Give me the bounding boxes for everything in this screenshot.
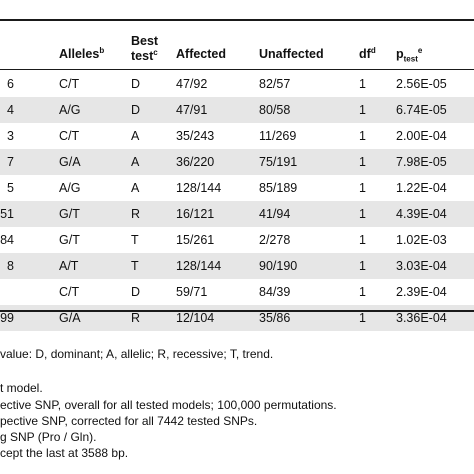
snp-cell: 99: [0, 311, 14, 325]
best-test-cell: T: [131, 233, 139, 247]
p-test-cell: 4.39E-04: [396, 207, 447, 221]
alleles-cell: G/T: [59, 233, 80, 247]
best-test-cell: A: [131, 181, 140, 195]
best-test-cell: R: [131, 311, 141, 325]
table-row: C/T D 59/71 84/39 1 2.39E-04: [0, 279, 474, 305]
snp-cell: 6: [7, 77, 14, 91]
table-row: 8 A/T T 128/144 90/190 1 3.03E-04: [0, 253, 474, 279]
table-row: 6 C/T D 47/92 82/57 1 2.56E-05: [0, 71, 474, 97]
alleles-cell: G/A: [59, 155, 81, 169]
p-test-cell: 6.74E-05: [396, 103, 447, 117]
df-cell: 1: [359, 129, 366, 143]
footnote-5: g SNP (Pro / Gln).: [0, 430, 97, 444]
footnote-6: cept the last at 3588 bp.: [0, 446, 129, 460]
snp-cell: 3: [7, 129, 14, 143]
p-test-cell: 2.39E-04: [396, 285, 447, 299]
unaffected-cell: 80/58: [259, 103, 291, 117]
snp-cell: 84: [0, 233, 14, 247]
df-cell: 1: [359, 259, 366, 273]
table-row: 7 G/A A 36/220 75/191 1 7.98E-05: [0, 149, 474, 175]
table-row: 5 A/G A 128/144 85/189 1 1.22E-04: [0, 175, 474, 201]
unaffected-cell: 35/86: [259, 311, 291, 325]
unaffected-cell: 82/57: [259, 77, 291, 91]
footnote-4: pective SNP, corrected for all 7442 test…: [0, 414, 258, 428]
table-row: 3 C/T A 35/243 11/269 1 2.00E-04: [0, 123, 474, 149]
footnote-1: value: D, dominant; A, allelic; R, reces…: [0, 347, 274, 361]
header-df: dfd: [359, 45, 376, 61]
best-test-cell: D: [131, 77, 141, 91]
snp-cell: 51: [0, 207, 14, 221]
df-cell: 1: [359, 155, 366, 169]
best-test-cell: R: [131, 207, 141, 221]
unaffected-cell: 2/278: [259, 233, 291, 247]
header-rule: [0, 69, 474, 70]
alleles-cell: A/G: [59, 181, 81, 195]
best-test-cell: A: [131, 129, 140, 143]
alleles-cell: C/T: [59, 129, 80, 143]
best-test-cell: A: [131, 155, 140, 169]
alleles-cell: A/T: [59, 259, 79, 273]
affected-cell: 12/104: [176, 311, 215, 325]
best-test-cell: D: [131, 103, 141, 117]
affected-cell: 47/92: [176, 77, 208, 91]
header-alleles: Allelesb: [59, 45, 105, 61]
df-cell: 1: [359, 77, 366, 91]
p-test-cell: 7.98E-05: [396, 155, 447, 169]
footnote-2: t model.: [0, 381, 43, 395]
p-test-cell: 1.22E-04: [396, 181, 447, 195]
table-top-rule: [0, 19, 474, 21]
affected-cell: 16/121: [176, 207, 215, 221]
table-row: 51 G/T R 16/121 41/94 1 4.39E-04: [0, 201, 474, 227]
affected-cell: 128/144: [176, 181, 222, 195]
header-affected: Affected: [176, 47, 227, 61]
df-cell: 1: [359, 103, 366, 117]
best-test-cell: T: [131, 259, 139, 273]
affected-cell: 36/220: [176, 155, 215, 169]
unaffected-cell: 11/269: [259, 129, 297, 143]
unaffected-cell: 90/190: [259, 259, 298, 273]
unaffected-cell: 41/94: [259, 207, 291, 221]
unaffected-cell: 85/189: [259, 181, 298, 195]
table-row: 84 G/T T 15/261 2/278 1 1.02E-03: [0, 227, 474, 253]
best-test-cell: D: [131, 285, 141, 299]
p-test-cell: 1.02E-03: [396, 233, 447, 247]
affected-cell: 47/91: [176, 103, 208, 117]
p-test-cell: 3.36E-04: [396, 311, 447, 325]
header-unaffected: Unaffected: [259, 47, 324, 61]
table-row: 99 G/A R 12/104 35/86 1 3.36E-04: [0, 305, 474, 331]
snp-cell: 5: [7, 181, 14, 195]
p-test-cell: 3.03E-04: [396, 259, 447, 273]
alleles-cell: A/G: [59, 103, 81, 117]
affected-cell: 59/71: [176, 285, 208, 299]
alleles-cell: C/T: [59, 285, 80, 299]
alleles-cell: G/T: [59, 207, 80, 221]
snp-cell: 7: [7, 155, 14, 169]
df-cell: 1: [359, 181, 366, 195]
df-cell: 1: [359, 285, 366, 299]
snp-cell: 4: [7, 103, 14, 117]
snp-cell: 8: [7, 259, 14, 273]
p-test-cell: 2.00E-04: [396, 129, 447, 143]
affected-cell: 15/261: [176, 233, 215, 247]
unaffected-cell: 75/191: [259, 155, 298, 169]
df-cell: 1: [359, 207, 366, 221]
affected-cell: 35/243: [176, 129, 215, 143]
unaffected-cell: 84/39: [259, 285, 291, 299]
alleles-cell: C/T: [59, 77, 80, 91]
header-p-test: pteste: [396, 45, 423, 64]
footnote-3: ective SNP, overall for all tested model…: [0, 398, 337, 412]
alleles-cell: G/A: [59, 311, 81, 325]
df-cell: 1: [359, 233, 366, 247]
p-test-cell: 2.56E-05: [396, 77, 447, 91]
affected-cell: 128/144: [176, 259, 222, 273]
table-row: 4 A/G D 47/91 80/58 1 6.74E-05: [0, 97, 474, 123]
df-cell: 1: [359, 311, 366, 325]
table-bottom-rule: [0, 310, 474, 312]
header-best-test: Best testc: [131, 34, 159, 63]
